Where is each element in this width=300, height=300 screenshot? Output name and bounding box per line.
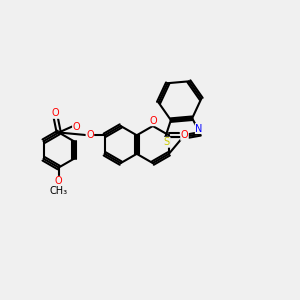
Text: N: N [195, 124, 203, 134]
Text: O: O [52, 108, 60, 118]
Text: O: O [149, 116, 157, 126]
Text: S: S [164, 137, 170, 147]
Text: O: O [181, 130, 188, 140]
Text: CH₃: CH₃ [50, 186, 68, 196]
Text: O: O [55, 176, 62, 186]
Text: O: O [86, 130, 94, 140]
Text: O: O [73, 122, 80, 132]
